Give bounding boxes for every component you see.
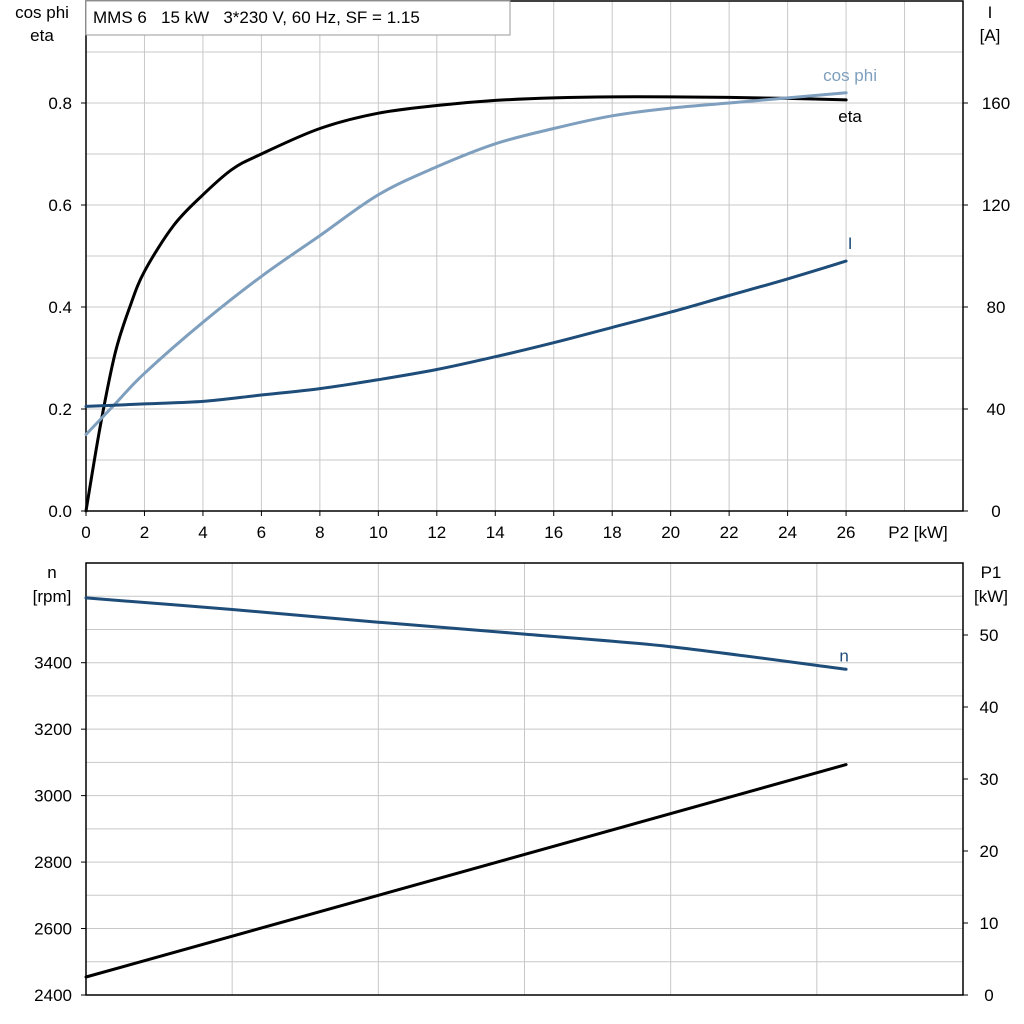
bottom-left-axis-label-2: [rpm] (33, 587, 72, 606)
x-tick-label: 6 (257, 523, 266, 542)
top-x-tick-labels: 0 2 4 6 8 10 12 14 16 18 20 22 24 26 (81, 511, 856, 542)
x-tick-label: 4 (198, 523, 207, 542)
top-x-axis-label: P2 [kW] (888, 523, 948, 542)
y-tick-label: 2800 (34, 853, 72, 872)
series-line-p1 (84, 763, 848, 979)
top-left-tick-labels: 0.0 0.2 0.4 0.6 0.8 (48, 94, 86, 521)
y-tick-label: 0.8 (48, 94, 72, 113)
series-line-cos-phi (84, 91, 848, 436)
top-series-labels: eta cos phi I (823, 66, 877, 253)
x-tick-label: 16 (544, 523, 563, 542)
top-right-axis-label-2: [A] (980, 26, 1001, 45)
x-tick-label: 24 (778, 523, 797, 542)
x-tick-label: 22 (720, 523, 739, 542)
x-tick-label: 12 (427, 523, 446, 542)
y-tick-label: 2600 (34, 920, 72, 939)
top-chart: 0 2 4 6 8 10 12 14 16 18 20 22 24 26 0.00.20.40.60.8 … (15, 0, 1010, 542)
y-right-tick-label: 120 (982, 196, 1010, 215)
y-tick-label: 0.2 (48, 400, 72, 419)
x-tick-label: 10 (369, 523, 388, 542)
y-tick-label: 3200 (34, 720, 72, 739)
series-line-i (84, 259, 848, 408)
y-tick-label: 0.0 (48, 502, 72, 521)
chart-title: MMS 6 15 kW 3*230 V, 60 Hz, SF = 1.15 (93, 8, 420, 27)
top-chart-grid (85, 0, 964, 511)
x-tick-label: 8 (315, 523, 324, 542)
y-right-tick-label: 40 (980, 698, 999, 717)
bottom-series-labels: n (839, 646, 848, 665)
series-label: n (839, 646, 848, 665)
top-left-axis-label-1: cos phi (15, 3, 69, 22)
y-right-tick-label: 10 (980, 914, 999, 933)
bottom-right-axis-label-2: [kW] (974, 587, 1008, 606)
series-line-eta (84, 95, 848, 513)
series-label: eta (838, 107, 862, 126)
y-right-tick-label: 50 (980, 626, 999, 645)
bottom-right-axis-label-1: P1 (981, 563, 1002, 582)
top-right-tick-labels: 0 40 80 120 160 (963, 94, 1010, 521)
bottom-left-axis-label-1: n (47, 563, 56, 582)
y-right-tick-label: 40 (987, 400, 1006, 419)
bottom-series-lines (84, 596, 848, 979)
y-right-tick-label: 160 (982, 94, 1010, 113)
y-tick-label: 3400 (34, 654, 72, 673)
bottom-left-tick-labels: 2400 2600 2800 3000 3200 3400 (34, 654, 86, 1005)
y-tick-label: 3000 (34, 787, 72, 806)
bottom-right-tick-labels: 0 10 20 30 40 50 (963, 626, 998, 1005)
series-label: I (848, 234, 853, 253)
top-left-axis-label-2: eta (30, 26, 54, 45)
x-tick-label: 14 (486, 523, 505, 542)
x-tick-label: 2 (140, 523, 149, 542)
x-tick-label: 20 (661, 523, 680, 542)
y-right-tick-label: 0 (984, 986, 993, 1005)
y-tick-label: 0.6 (48, 196, 72, 215)
bottom-chart: 2400 2600 2800 3000 3200 3400 0 10 20 30 40 50 n n… (33, 562, 1008, 1005)
top-right-axis-label-1: I (988, 3, 993, 22)
y-tick-label: 2400 (34, 986, 72, 1005)
x-tick-label: 26 (837, 523, 856, 542)
y-right-tick-label: 30 (980, 770, 999, 789)
top-chart-frame (85, 0, 964, 512)
series-label: cos phi (823, 66, 877, 85)
y-right-tick-label: 20 (980, 842, 999, 861)
top-series-lines (84, 91, 848, 513)
x-tick-label: 18 (603, 523, 622, 542)
title-box (85, 0, 511, 36)
y-right-tick-label: 80 (987, 298, 1006, 317)
bottom-chart-grid (86, 563, 963, 995)
series-line-n (84, 596, 848, 671)
y-right-tick-label: 0 (991, 502, 1000, 521)
x-tick-label: 0 (81, 523, 90, 542)
y-tick-label: 0.4 (48, 298, 72, 317)
